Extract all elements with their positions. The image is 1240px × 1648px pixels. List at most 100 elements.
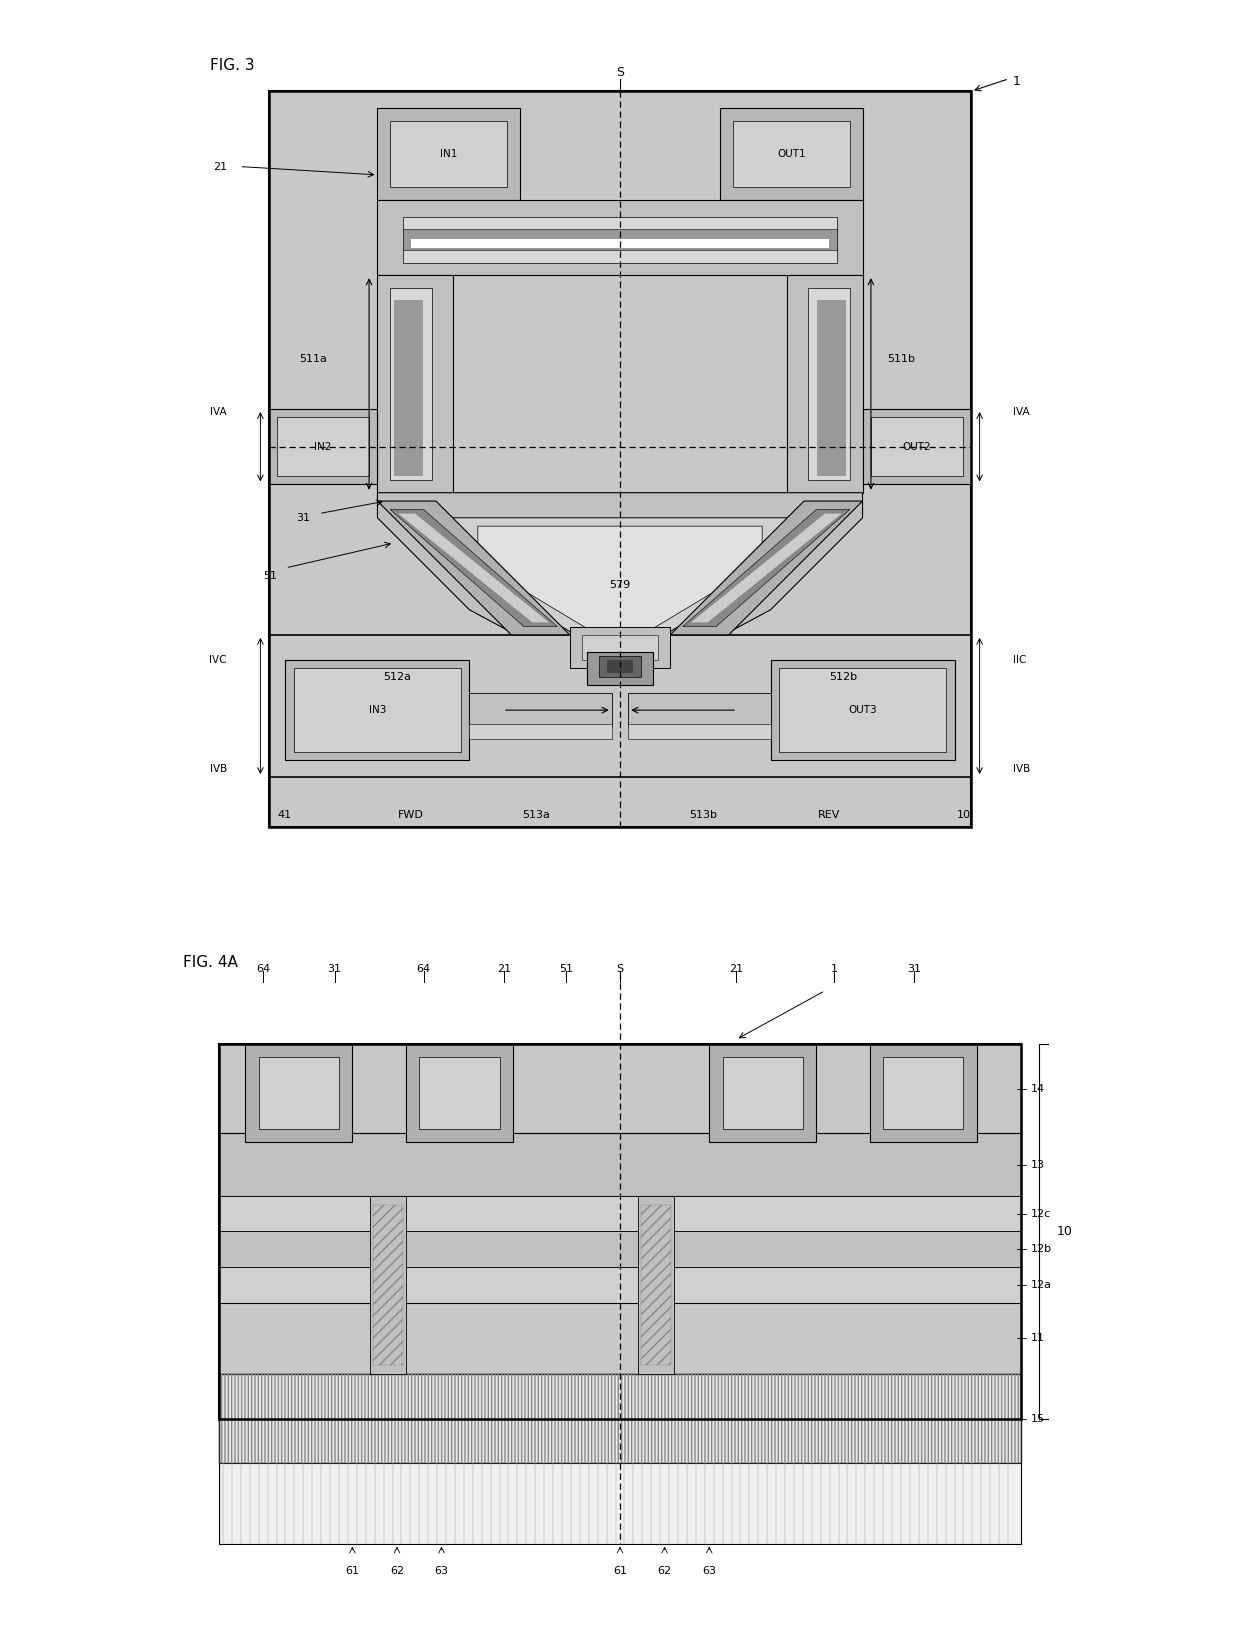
- Bar: [294, 669, 461, 751]
- Text: 62: 62: [657, 1566, 672, 1575]
- Text: 13: 13: [1030, 1160, 1044, 1170]
- Text: 511a: 511a: [299, 354, 327, 364]
- Bar: [269, 634, 971, 778]
- Bar: [863, 409, 971, 485]
- Text: 64: 64: [257, 964, 270, 974]
- Bar: [410, 239, 830, 247]
- Bar: [779, 669, 946, 751]
- Text: IVB: IVB: [1013, 763, 1030, 773]
- Text: IVC: IVC: [210, 654, 227, 664]
- Text: S: S: [616, 964, 624, 974]
- Bar: [637, 1196, 673, 1374]
- Text: 1: 1: [1013, 74, 1021, 87]
- Text: FIG. 3: FIG. 3: [211, 58, 255, 73]
- Polygon shape: [453, 517, 787, 651]
- Bar: [259, 1058, 339, 1129]
- Bar: [587, 651, 653, 686]
- Text: 12b: 12b: [1030, 1244, 1052, 1254]
- Bar: [218, 1463, 1022, 1544]
- Text: 61: 61: [613, 1566, 627, 1575]
- Bar: [869, 1045, 977, 1142]
- Bar: [218, 1374, 1022, 1463]
- Text: 10: 10: [957, 809, 971, 819]
- Bar: [470, 694, 611, 727]
- Bar: [403, 216, 837, 262]
- Bar: [218, 1374, 1022, 1463]
- Bar: [269, 91, 971, 827]
- Text: 64: 64: [417, 964, 430, 974]
- Text: IN3: IN3: [368, 705, 386, 715]
- Text: 14: 14: [1030, 1084, 1044, 1094]
- Bar: [377, 109, 520, 199]
- Bar: [218, 1045, 1022, 1419]
- Text: 511b: 511b: [888, 354, 915, 364]
- Text: 21: 21: [497, 964, 511, 974]
- Text: OUT1: OUT1: [777, 148, 806, 158]
- Text: 512a: 512a: [383, 672, 410, 682]
- Bar: [285, 659, 470, 760]
- Text: 12a: 12a: [1030, 1280, 1052, 1290]
- Bar: [269, 409, 377, 485]
- Bar: [218, 1045, 1022, 1419]
- Text: IN1: IN1: [440, 148, 458, 158]
- Bar: [709, 1045, 816, 1142]
- Text: 11: 11: [1030, 1333, 1044, 1343]
- Text: 63: 63: [702, 1566, 717, 1575]
- Text: 1: 1: [831, 964, 837, 974]
- Bar: [218, 1196, 1022, 1231]
- Text: 31: 31: [296, 513, 310, 522]
- Text: IVA: IVA: [211, 407, 227, 417]
- Bar: [371, 1196, 405, 1374]
- Bar: [218, 1231, 1022, 1267]
- Text: FWD: FWD: [398, 809, 424, 819]
- Text: IVA: IVA: [1013, 407, 1029, 417]
- Bar: [419, 1058, 500, 1129]
- Text: 31: 31: [908, 964, 921, 974]
- Bar: [770, 659, 955, 760]
- Bar: [269, 91, 971, 827]
- Text: IVB: IVB: [210, 763, 227, 773]
- Text: 21: 21: [729, 964, 743, 974]
- Text: IIC: IIC: [1013, 654, 1027, 664]
- Bar: [787, 275, 863, 493]
- Bar: [629, 725, 770, 740]
- Text: 21: 21: [213, 162, 227, 171]
- Bar: [277, 417, 370, 476]
- Text: S: S: [616, 66, 624, 79]
- Text: 10: 10: [1058, 1224, 1073, 1238]
- Text: OUT2: OUT2: [903, 442, 931, 452]
- Polygon shape: [377, 493, 863, 669]
- Bar: [720, 109, 863, 199]
- Bar: [403, 229, 837, 250]
- Bar: [733, 120, 849, 188]
- Polygon shape: [670, 501, 863, 634]
- Bar: [246, 1045, 352, 1142]
- Text: IN2: IN2: [315, 442, 332, 452]
- Text: REV: REV: [818, 809, 841, 819]
- Bar: [391, 120, 507, 188]
- Text: 41: 41: [277, 809, 291, 819]
- Polygon shape: [398, 514, 549, 623]
- Bar: [870, 417, 963, 476]
- Bar: [218, 1134, 1022, 1196]
- Text: 62: 62: [389, 1566, 404, 1575]
- Text: 513b: 513b: [689, 809, 718, 819]
- Bar: [723, 1058, 802, 1129]
- Bar: [377, 199, 863, 275]
- Text: 51: 51: [559, 964, 573, 974]
- Text: 512b: 512b: [830, 672, 857, 682]
- Bar: [218, 1267, 1022, 1304]
- Bar: [608, 659, 632, 672]
- Text: 61: 61: [346, 1566, 360, 1575]
- Text: 513a: 513a: [522, 809, 551, 819]
- Polygon shape: [391, 509, 557, 626]
- Bar: [570, 626, 670, 669]
- Bar: [218, 1304, 1022, 1374]
- Bar: [377, 275, 453, 493]
- Bar: [629, 694, 770, 727]
- Bar: [391, 288, 432, 480]
- Bar: [405, 1045, 513, 1142]
- Text: 51: 51: [263, 572, 277, 582]
- Polygon shape: [377, 501, 570, 634]
- Text: OUT3: OUT3: [848, 705, 877, 715]
